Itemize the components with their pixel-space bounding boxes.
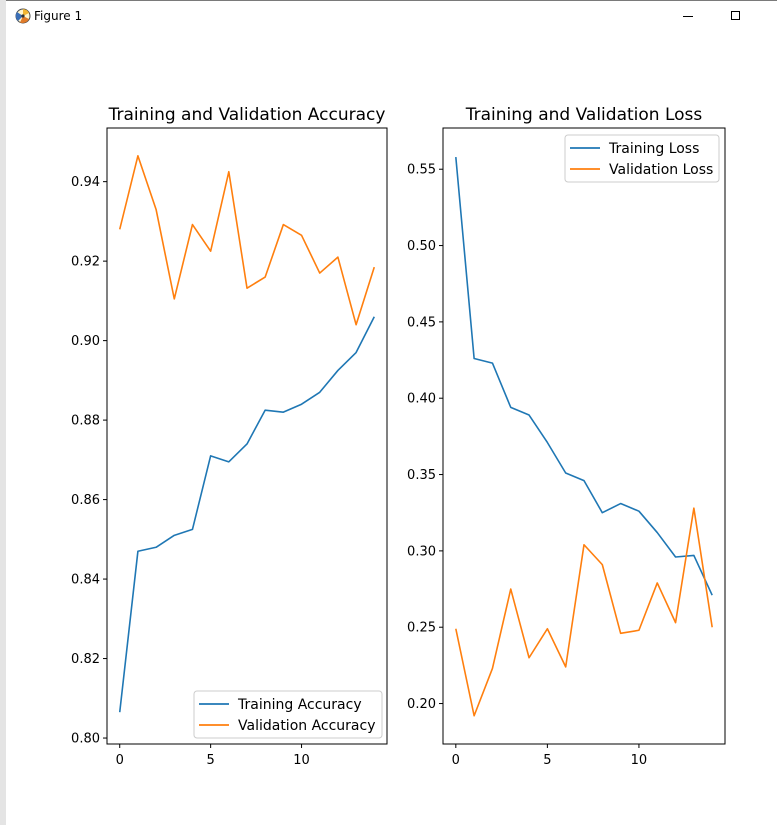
y-tick-label: 0.90 — [71, 334, 100, 349]
title-bar[interactable]: Figure 1 — [6, 1, 777, 32]
y-tick-label: 0.25 — [407, 621, 436, 636]
y-tick-label: 0.92 — [71, 255, 100, 270]
window-title: Figure 1 — [34, 9, 83, 23]
y-tick-label: 0.94 — [71, 175, 100, 190]
legend-box — [193, 690, 383, 739]
plot-area-frame — [106, 127, 388, 745]
legend-label: Validation Loss — [609, 162, 713, 178]
y-tick-label: 0.86 — [71, 493, 100, 508]
y-tick-label: 0.30 — [407, 544, 436, 559]
x-tick-label: 10 — [631, 753, 648, 768]
y-tick-label: 0.55 — [407, 163, 436, 178]
y-tick-label: 0.45 — [407, 315, 436, 330]
legend-box — [564, 134, 720, 183]
y-tick-label: 0.80 — [71, 732, 100, 747]
series-line-training-loss — [455, 156, 713, 596]
series-line-training-accuracy — [118, 316, 375, 713]
x-tick-label: 5 — [206, 753, 214, 768]
figure-canvas: Training and Validation Accuracy 0 5 10 0.80… — [71, 105, 726, 768]
y-tick-label: 0.20 — [407, 697, 436, 712]
matplotlib-figure-icon — [15, 8, 31, 24]
y-tick-label: 0.35 — [407, 468, 436, 483]
series-line-validation-accuracy — [118, 155, 376, 326]
y-tick-label: 0.84 — [71, 573, 100, 588]
x-tick-label: 0 — [452, 753, 460, 768]
figure-window: Figure 1 Training and Validation Accurac… — [6, 0, 777, 825]
y-tick-label: 0.40 — [407, 392, 436, 407]
minimize-icon — [683, 16, 693, 17]
y-tick-label: 0.82 — [71, 652, 100, 667]
maximize-icon — [731, 11, 740, 20]
plot-area-frame — [442, 127, 726, 745]
chart-panel-1: Training and Validation Accuracy 0 5 10 0.80… — [71, 105, 388, 768]
x-tick-label: 5 — [543, 753, 551, 768]
maximize-button[interactable] — [721, 4, 751, 28]
chart-panel-2: Training and Validation Loss 0 5 10 0.20 0.25… — [407, 105, 726, 768]
y-tick-label: 0.88 — [71, 414, 100, 429]
series-line-validation-loss — [455, 507, 713, 717]
x-tick-label: 0 — [116, 753, 124, 768]
chart-title: Training and Validation Loss — [465, 105, 703, 125]
y-tick-label: 0.50 — [407, 239, 436, 254]
legend-label: Training Loss — [608, 141, 699, 157]
chart-title: Training and Validation Accuracy — [108, 105, 386, 125]
legend-label: Validation Accuracy — [238, 718, 376, 734]
desktop-background-strip — [0, 0, 6, 825]
legend: Training Accuracy Validation Accuracy — [193, 690, 383, 739]
legend-label: Training Accuracy — [237, 697, 362, 713]
legend: Training Loss Validation Loss — [564, 134, 720, 183]
x-tick-label: 10 — [293, 753, 310, 768]
minimize-button[interactable] — [673, 4, 703, 28]
